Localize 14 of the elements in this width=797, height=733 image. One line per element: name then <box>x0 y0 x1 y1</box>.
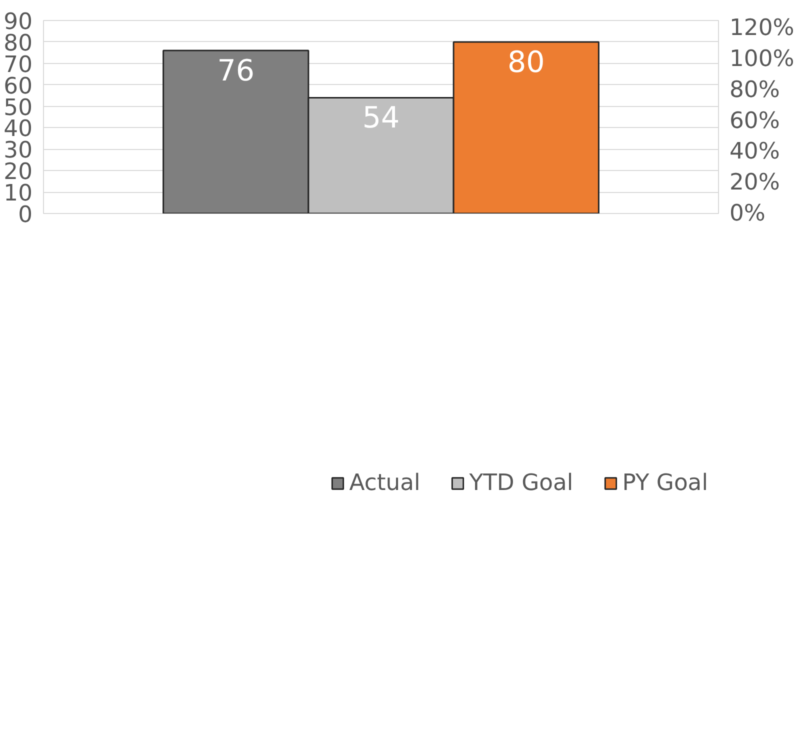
legend-label: YTD Goal <box>469 470 574 496</box>
y2-tick-label: 0% <box>730 200 766 226</box>
data-label: 54 <box>362 100 400 135</box>
y2-tick-label: 40% <box>730 138 780 165</box>
data-label: 76 <box>217 54 255 88</box>
y2-tick-label: 120% <box>730 15 794 42</box>
data-label: 80 <box>507 44 545 79</box>
legend-label: PY Goal <box>622 470 708 496</box>
y2-tick-label: 20% <box>730 170 780 196</box>
y2-tick-label: 80% <box>730 76 780 103</box>
y-tick-label: 0 <box>18 202 33 228</box>
y2-tick-label: 100% <box>730 46 794 72</box>
legend-label: Actual <box>349 470 420 496</box>
y2-tick-label: 60% <box>730 108 780 134</box>
